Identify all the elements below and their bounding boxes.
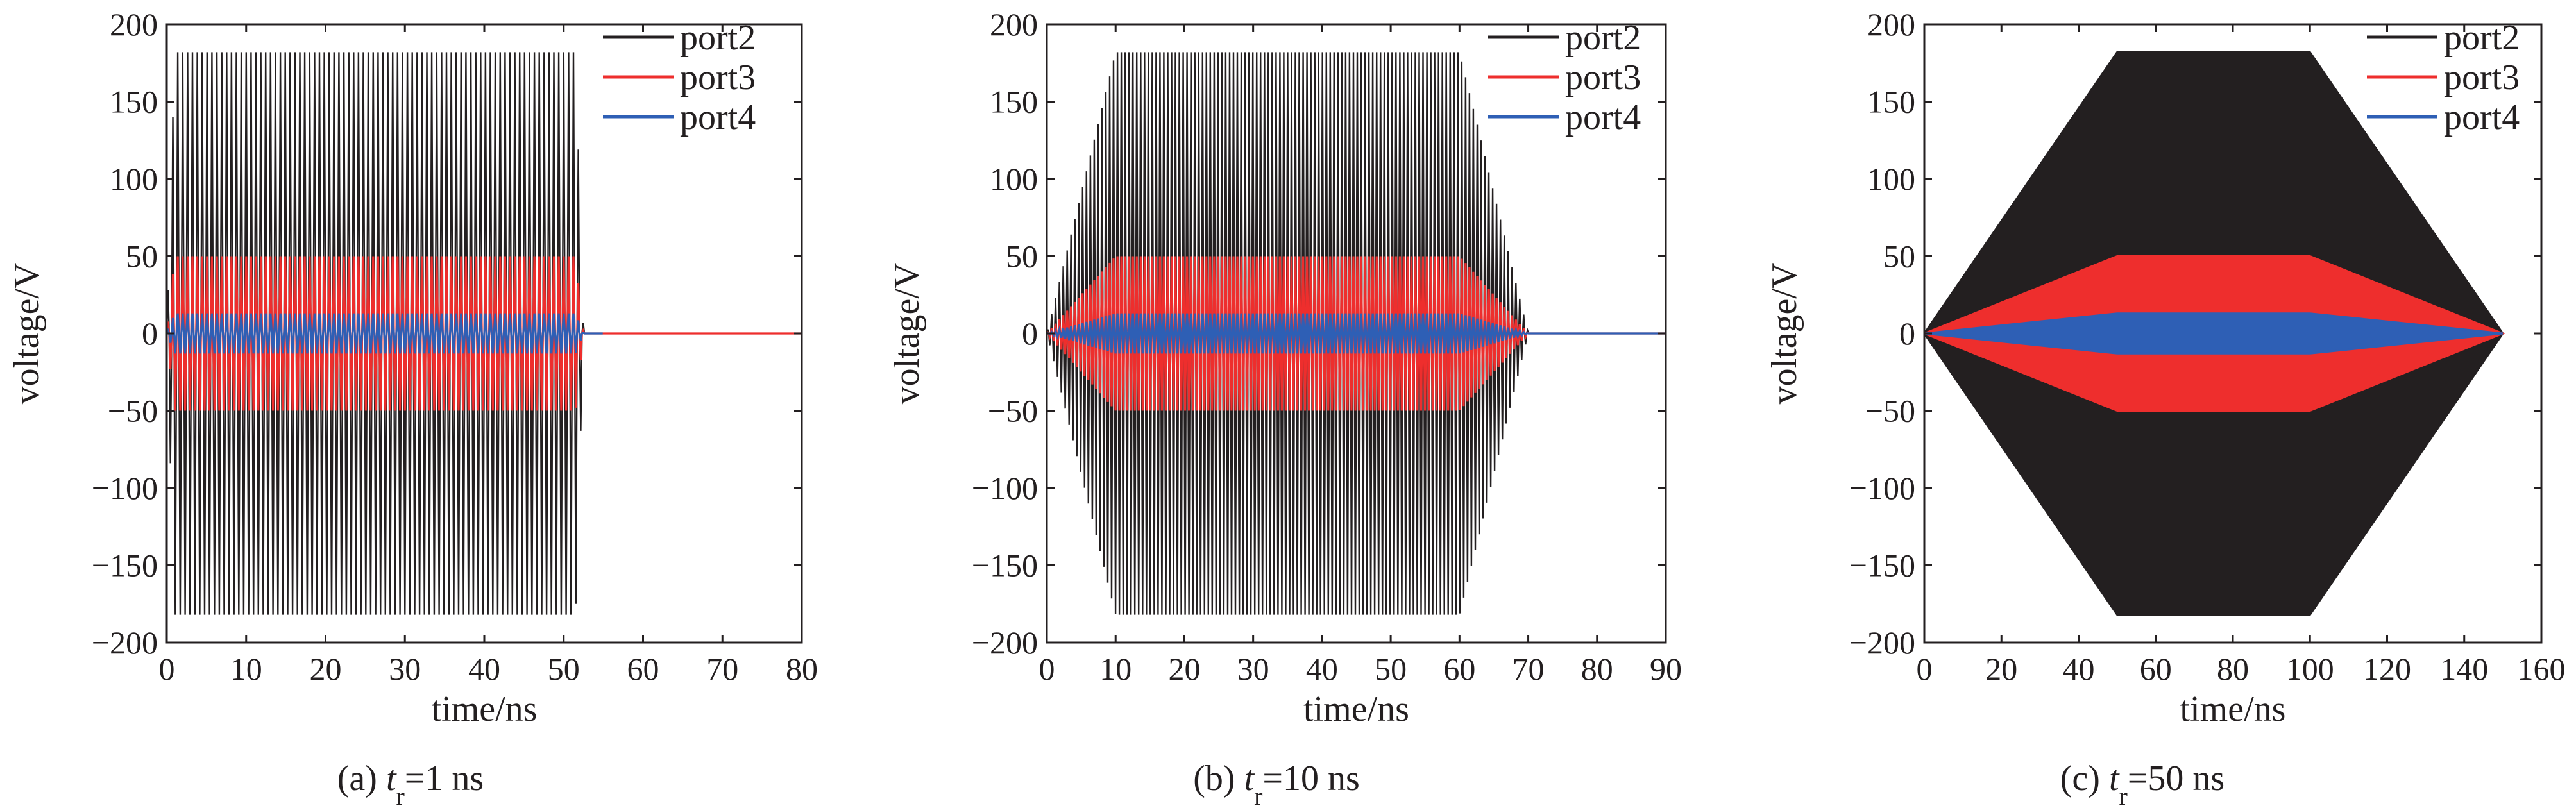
y-tick-label: −50 [988,393,1038,429]
x-tick-label: 80 [2217,651,2249,687]
series-port4 [1047,313,1666,354]
y-tick-label: 50 [1006,239,1038,274]
x-tick-label: 160 [2518,651,2566,687]
chart-panel-2: 0 10 20 30 40 50 60 70 80 90 200 150 100 50 0 −50 −100 −1… [887,6,1682,808]
legend-label-port2: port2 [680,18,756,58]
x-tick-label: 40 [1306,651,1338,687]
chart-panel-1: 0 10 20 30 40 50 60 70 80 200 150 100 50 0 −50 −100 −150… [7,6,818,808]
y-axis-label: voltage/V [1765,263,1804,405]
x-tick-label: 20 [1168,651,1200,687]
x-tick-label: 0 [1917,651,1933,687]
y-tick-label: −150 [92,548,158,584]
x-tick-label: 120 [2363,651,2411,687]
y-tick-label: 150 [1867,84,1915,120]
x-tick-label: 60 [1443,651,1475,687]
y-tick-label: −100 [92,470,158,506]
legend-label-port3: port3 [680,58,756,97]
series-port4 [1924,312,2504,355]
y-axis-label: voltage/V [7,263,47,405]
y-tick-label: −150 [972,548,1038,584]
x-tick-label: 70 [706,651,738,687]
legend-label-port2: port2 [1565,18,1641,58]
legend-label-port3: port3 [2444,58,2520,97]
x-tick-label: 140 [2440,651,2488,687]
x-tick-label: 70 [1513,651,1545,687]
x-tick-label: 20 [1985,651,2017,687]
y-tick-label: 100 [990,161,1038,197]
legend-label-port4: port4 [2444,97,2520,137]
x-tick-label: 50 [548,651,580,687]
panel-caption: (a) tr=1 ns [337,759,484,808]
y-axis-label: voltage/V [887,263,927,405]
x-tick-label: 0 [159,651,175,687]
y-tick-label: −50 [108,393,158,429]
y-tick-label: 0 [1022,316,1038,351]
y-tick-label: 200 [1867,6,1915,42]
y-tick-label: 50 [1883,239,1915,274]
plot-area [167,52,802,615]
y-tick-label: −200 [92,625,158,661]
x-tick-label: 30 [1237,651,1269,687]
x-axis-label: time/ns [432,689,538,729]
y-tick-label: 50 [126,239,158,274]
x-tick-label: 90 [1650,651,1682,687]
plot-area [1924,51,2505,616]
x-axis-label: time/ns [2180,689,2286,729]
plot-area [1047,52,1666,615]
x-tick-label: 40 [468,651,500,687]
y-tick-label: 0 [142,316,158,351]
legend-label-port3: port3 [1565,58,1641,97]
x-tick-label: 20 [310,651,342,687]
y-tick-label: 100 [110,161,158,197]
y-tick-label: −50 [1865,393,1915,429]
chart-panel-3: 0 20 40 60 80 100 120 140 160 200 150 100 50 0 −50 −100… [1765,6,2566,808]
x-tick-label: 80 [1581,651,1613,687]
y-tick-label: 150 [110,84,158,120]
x-tick-label: 80 [786,651,818,687]
x-tick-label: 10 [1099,651,1131,687]
y-tick-label: −100 [972,470,1038,506]
x-tick-label: 10 [230,651,262,687]
y-tick-label: 200 [990,6,1038,42]
x-tick-label: 0 [1039,651,1055,687]
x-axis-label: time/ns [1303,689,1409,729]
y-tick-label: −200 [1849,625,1915,661]
x-tick-label: 40 [2063,651,2095,687]
x-tick-label: 60 [2140,651,2172,687]
legend-label-port4: port4 [680,97,756,137]
series-port4 [167,313,603,354]
panel-caption: (c) tr=50 ns [2060,759,2224,808]
x-tick-label: 100 [2286,651,2334,687]
x-tick-label: 50 [1375,651,1407,687]
y-tick-label: −150 [1849,548,1915,584]
legend-label-port4: port4 [1565,97,1641,137]
y-tick-label: 100 [1867,161,1915,197]
x-tick-label: 60 [627,651,659,687]
panel-caption: (b) tr=10 ns [1193,759,1360,808]
y-tick-label: 200 [110,6,158,42]
y-tick-label: −100 [1849,470,1915,506]
legend-label-port2: port2 [2444,18,2520,58]
y-tick-label: 0 [1899,316,1915,351]
x-tick-label: 30 [389,651,421,687]
y-tick-label: −200 [972,625,1038,661]
y-tick-label: 150 [990,84,1038,120]
